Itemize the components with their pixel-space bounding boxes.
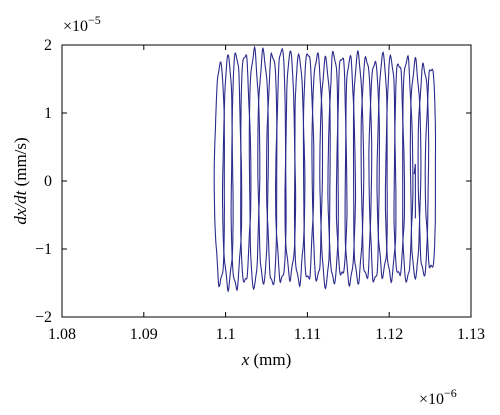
phase-loop [230, 52, 243, 292]
phase-loop [417, 62, 430, 277]
x-tick-label: 1.13 [457, 326, 485, 343]
y-multiplier-base: ×10 [63, 18, 88, 35]
y-tick-label: 2 [44, 37, 52, 54]
x-multiplier-base: ×10 [419, 391, 444, 408]
phase-loop [409, 57, 422, 281]
phase-loop [368, 60, 380, 283]
phase-trajectory-end [413, 163, 416, 219]
phase-loop [319, 55, 331, 290]
x-multiplier-exponent: −6 [444, 386, 457, 400]
x-axis-title-variable: x [241, 350, 250, 369]
y-tick-label: 0 [44, 173, 52, 190]
plot-lines-group [213, 45, 437, 293]
phase-loop [352, 50, 365, 285]
y-multiplier-exponent: −5 [88, 13, 101, 27]
phase-loop [360, 55, 373, 280]
phase-loop [424, 68, 437, 269]
axis-ticks-group [61, 44, 472, 318]
y-tick-label: −1 [35, 241, 52, 258]
y-axis-title-variable: dx/dt [11, 189, 30, 224]
y-axis-title-unit: (mm/s) [11, 137, 30, 190]
y-axis-multiplier: ×10−5 [63, 13, 101, 35]
x-axis-multiplier: ×10−6 [419, 386, 457, 408]
x-tick-label: 1.1 [216, 326, 236, 343]
x-tick-label: 1.08 [48, 326, 76, 343]
x-tick-label: 1.09 [130, 326, 158, 343]
phase-loop [284, 50, 297, 282]
phase-loop [402, 54, 414, 284]
x-axis-title-unit: (mm) [249, 350, 291, 369]
y-tick-label: 1 [44, 105, 52, 122]
x-tick-label: 1.11 [294, 326, 321, 343]
y-tick-label: −2 [35, 309, 52, 326]
y-axis-title: dx/dt (mm/s) [11, 137, 30, 224]
tick-labels-group: 1.08 1.09 1.1 1.11 1.12 1.13 2 1 0 −1 −2 [35, 37, 485, 343]
phase-loop [248, 45, 261, 291]
x-axis-title: x (mm) [241, 350, 292, 369]
phase-loop [311, 52, 324, 283]
x-tick-label: 1.12 [375, 326, 403, 343]
phase-loop [275, 47, 287, 284]
